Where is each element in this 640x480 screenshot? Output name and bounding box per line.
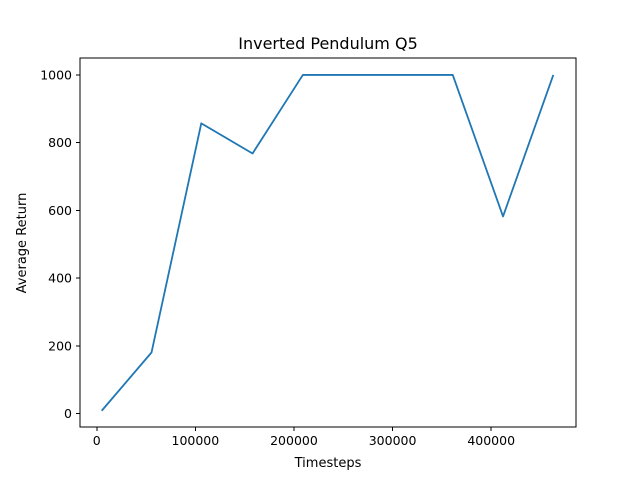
y-tick-label: 1000: [40, 67, 72, 82]
plot-area: [79, 57, 577, 428]
chart-title: Inverted Pendulum Q5: [238, 34, 418, 53]
x-tick-label: 0: [93, 433, 101, 448]
x-axis-label: Timesteps: [294, 456, 362, 471]
y-tick-label: 600: [48, 203, 72, 218]
y-tick-label: 400: [48, 271, 72, 286]
y-tick-label: 800: [48, 135, 72, 150]
series-line-0: [101, 74, 555, 412]
x-tick-label: 100000: [172, 433, 220, 448]
x-tick-label: 300000: [369, 433, 417, 448]
x-tick-label: 400000: [467, 433, 515, 448]
axes-frame: [79, 57, 577, 428]
x-tick-label: 200000: [270, 433, 318, 448]
y-tick-label: 0: [64, 406, 72, 421]
y-tick-label: 200: [48, 338, 72, 353]
y-axis-ticks: 0 200 400 600 800 1000: [40, 67, 80, 421]
y-axis-label: Average Return: [15, 193, 30, 294]
x-axis-ticks: 0 100000 200000 300000 400000: [93, 427, 515, 448]
